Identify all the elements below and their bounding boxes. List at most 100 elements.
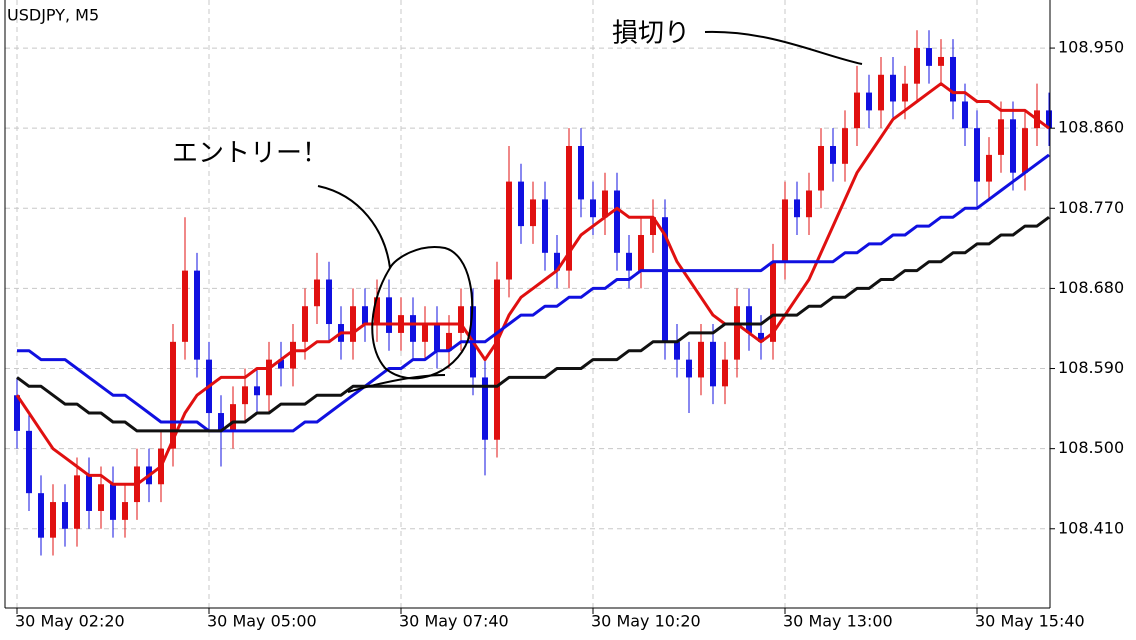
candle-body: [686, 359, 692, 378]
candle-body: [518, 181, 524, 227]
candle-body: [194, 270, 200, 360]
candle-body: [326, 279, 332, 325]
candle-body: [374, 297, 380, 325]
candle-body: [494, 279, 500, 440]
candle-body: [182, 270, 188, 342]
y-tick-label: 108.770: [1058, 198, 1124, 217]
candle-body: [626, 252, 632, 271]
candle-body: [662, 217, 668, 342]
candle-body: [530, 199, 536, 227]
candle-body: [62, 502, 68, 529]
candle-body: [674, 341, 680, 360]
candle-body: [638, 235, 644, 271]
candle-body: [806, 190, 812, 218]
candle-body: [422, 324, 428, 342]
x-tick-label: 30 May 02:20: [15, 612, 125, 631]
candle-body: [746, 306, 752, 333]
x-tick-label: 30 May 07:40: [399, 612, 509, 631]
candle-body: [962, 101, 968, 129]
candle-body: [38, 493, 44, 538]
candle-body: [302, 306, 308, 342]
candle-body: [218, 413, 224, 431]
candle-body: [998, 119, 1004, 155]
candle-body: [266, 359, 272, 396]
candle-body: [650, 217, 656, 236]
candle-body: [1022, 128, 1028, 173]
candle-body: [986, 154, 992, 182]
x-tick-label: 30 May 10:20: [591, 612, 701, 631]
candle-body: [590, 199, 596, 218]
candle-body: [446, 332, 452, 351]
candle-body: [566, 145, 572, 271]
plot: [14, 30, 1052, 556]
y-tick-label: 108.500: [1058, 438, 1124, 457]
candle-body: [98, 484, 104, 511]
candle-body: [926, 48, 932, 66]
candle-body: [278, 359, 284, 369]
candle-body: [974, 128, 980, 182]
y-tick-label: 108.410: [1058, 518, 1124, 537]
moving-average: [17, 153, 1050, 433]
candle-body: [110, 484, 116, 520]
candle-body: [794, 199, 800, 218]
candle-body: [950, 56, 956, 102]
candle-body: [722, 359, 728, 387]
candle-body: [818, 145, 824, 191]
y-tick-label: 108.590: [1058, 358, 1124, 377]
chart-title: USDJPY, M5: [7, 6, 99, 25]
candle-body: [74, 475, 80, 529]
candle-body: [122, 502, 128, 520]
annotation-circle: [371, 246, 474, 380]
grid: [5, 0, 1050, 608]
candle-body: [758, 332, 764, 342]
candle-body: [350, 306, 356, 342]
candle-body: [782, 199, 788, 262]
candle-body: [710, 341, 716, 387]
candle-body: [914, 48, 920, 84]
candle-body: [878, 74, 884, 111]
candle-body: [554, 252, 560, 271]
candle-body: [314, 279, 320, 307]
candle-body: [902, 83, 908, 102]
y-tick-label: 108.680: [1058, 278, 1124, 297]
candle-body: [410, 315, 416, 342]
moving-average: [15, 82, 1050, 486]
candle-body: [458, 306, 464, 333]
candle-body: [362, 306, 368, 325]
candle-body: [854, 92, 860, 129]
candle-body: [1010, 119, 1016, 173]
candle-body: [938, 56, 944, 66]
candle-body: [734, 306, 740, 360]
candle-body: [434, 324, 440, 351]
candle-body: [254, 386, 260, 396]
candle-body: [14, 395, 20, 431]
moving-average: [16, 215, 1050, 433]
candle-body: [386, 297, 392, 333]
candle-body: [830, 145, 836, 164]
annotation-stroke: [347, 374, 446, 393]
candle-body: [26, 430, 32, 494]
x-tick-label: 30 May 05:00: [207, 612, 317, 631]
candle-body: [602, 190, 608, 218]
y-tick-label: 108.950: [1058, 38, 1124, 57]
x-tick-label: 30 May 13:00: [783, 612, 893, 631]
candle-body: [230, 404, 236, 431]
y-tick-label: 108.860: [1058, 118, 1124, 137]
candle-body: [614, 190, 620, 253]
annotation: エントリー！: [172, 139, 328, 169]
candle-body: [170, 341, 176, 449]
annotation: 損切り: [612, 19, 690, 49]
candle-body: [482, 377, 488, 440]
candle-body: [890, 74, 896, 102]
candle-body: [578, 145, 584, 200]
candle-body: [86, 475, 92, 511]
x-tick-label: 30 May 15:40: [975, 612, 1085, 631]
candle-body: [542, 199, 548, 253]
candle-body: [50, 502, 56, 538]
candle-body: [290, 341, 296, 369]
candle-body: [1046, 110, 1052, 129]
candle-body: [842, 128, 848, 164]
candle-body: [770, 261, 776, 342]
